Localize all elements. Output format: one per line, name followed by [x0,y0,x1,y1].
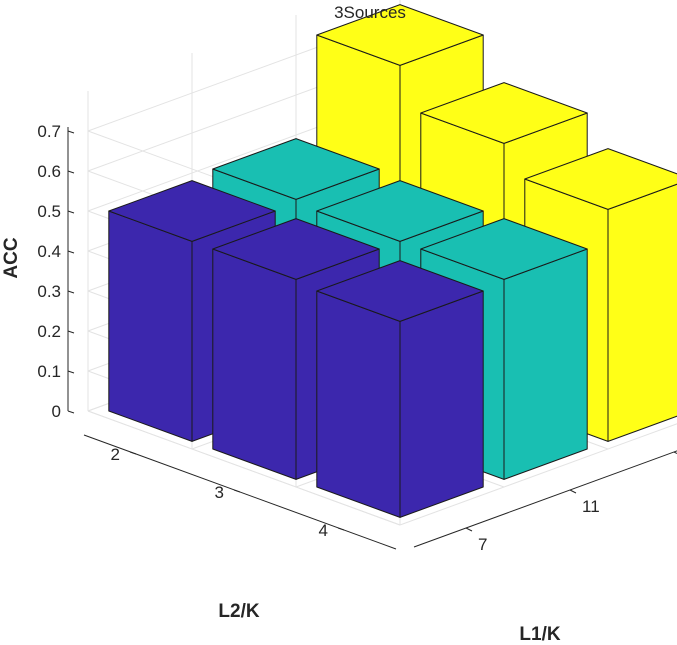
bar-face-top [316,260,484,322]
z-tick [67,330,75,334]
z-tick-label: 0 [52,402,61,421]
z-tick-label: 0.1 [37,362,61,381]
z-tick-label: 0.6 [37,162,61,181]
x-tick-label: 11 [582,497,600,516]
y-tick [129,451,137,455]
x-tick-label: 7 [478,535,487,554]
bar-face-left [316,290,401,518]
x-tick [465,527,473,532]
y-tick [233,489,241,493]
bar-face-top [420,82,588,144]
bars [108,4,677,518]
labels: 3Sources ACC L2/K L1/K 0 0.1 0.2 0.3 0.4 0.5 0… [1,3,600,645]
z-tick-label: 0.7 [37,122,61,141]
z-tick [67,170,75,174]
y-axis-label: L2/K [218,601,259,622]
bar-face-top [108,180,276,242]
z-tick [67,410,75,414]
y-tick-label: 2 [111,445,120,464]
axes [67,127,677,550]
z-tick [67,250,75,254]
z-tick [67,130,75,134]
z-tick [67,370,75,374]
grid-line-floor [87,410,401,526]
y-tick-label: 4 [319,521,328,540]
z-tick-label: 0.2 [37,322,61,341]
z-tick [67,290,75,294]
grid-line-floor [399,423,677,526]
bar-face-front [607,183,677,442]
x-axis-label: L1/K [519,624,560,645]
bar-face-top [212,138,380,200]
bar-face-top [524,148,677,210]
bar-face-top [316,180,484,242]
z-tick-label: 0.5 [37,202,61,221]
bar-face-top [420,218,588,280]
bar-face-front [503,248,588,480]
bar-face-left [108,210,193,442]
bar-face-top [212,218,380,280]
x-tick [673,451,677,455]
y-tick-label: 3 [215,483,224,502]
z-axis-label: ACC [1,237,22,278]
bar-face-top [316,4,484,66]
z-tick [67,210,75,214]
bar-7-4 [316,260,484,518]
bar-face-left [212,248,297,480]
chart-title: 3Sources [334,3,406,22]
z-tick-label: 0.3 [37,282,61,301]
x-tick [569,489,577,494]
z-tick-label: 0.4 [37,242,61,261]
y-tick [337,527,345,531]
bar-face-front [399,290,484,518]
